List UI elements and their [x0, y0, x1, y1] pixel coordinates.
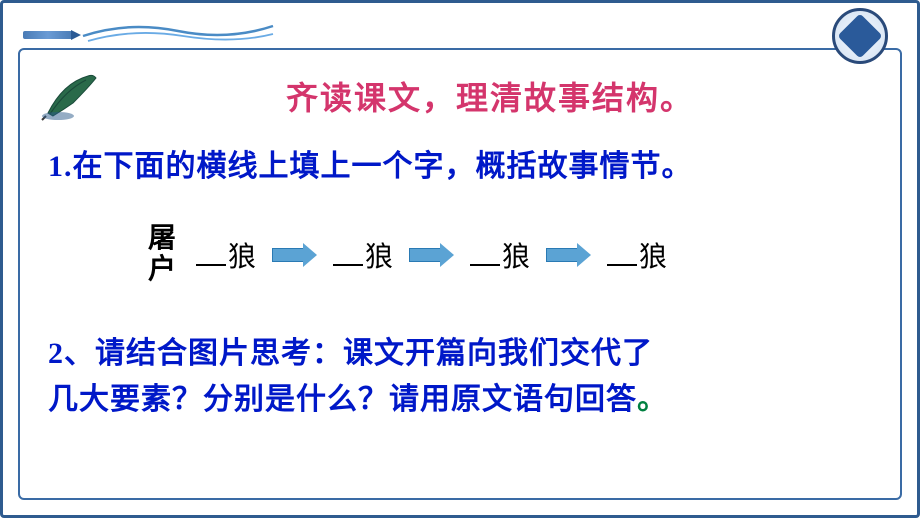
blank-4 [607, 242, 637, 266]
q2-end: 。 [637, 383, 668, 416]
wolf-4: 狼 [639, 235, 667, 275]
blank-3 [470, 242, 500, 266]
step-4: 狼 [607, 235, 667, 275]
wolf-1: 狼 [228, 235, 256, 275]
subject-char1: 屠 [148, 224, 178, 255]
wolf-2: 狼 [365, 235, 393, 275]
question-2: 2、请结合图片思考：课文开篇向我们交代了 几大要素？分别是什么？请用原文语句回答… [48, 331, 872, 424]
pen-icon [23, 29, 83, 41]
arrow-3 [546, 243, 591, 267]
blank-1 [196, 242, 226, 266]
step-3: 狼 [470, 235, 530, 275]
slide-container: 齐读课文，理清故事结构。 1.在下面的横线上填上一个字，概括故事情节。 屠 户 … [0, 0, 920, 518]
flowchart-row: 屠 户 狼 狼 狼 [148, 224, 872, 286]
subject-char2: 户 [148, 255, 178, 286]
arrow-2 [409, 243, 454, 267]
wolf-3: 狼 [502, 235, 530, 275]
q2-line1: 请结合图片思考：课文开篇向我们交代了 [95, 337, 653, 370]
q2-line2: 几大要素？分别是什么？请用原文语句回答 [48, 383, 637, 416]
q2-prefix: 2、 [48, 337, 95, 370]
slide-title: 齐读课文，理清故事结构。 [108, 73, 872, 119]
top-decoration [13, 11, 273, 46]
blank-2 [333, 242, 363, 266]
swoosh-decoration [78, 16, 278, 51]
step-2: 狼 [333, 235, 393, 275]
question-1: 1.在下面的横线上填上一个字，概括故事情节。 [48, 144, 872, 189]
arrow-1 [272, 243, 317, 267]
subject-label: 屠 户 [148, 224, 178, 286]
step-1: 狼 [196, 235, 256, 275]
content-area: 齐读课文，理清故事结构。 1.在下面的横线上填上一个字，概括故事情节。 屠 户 … [48, 73, 872, 424]
school-logo [832, 8, 892, 68]
